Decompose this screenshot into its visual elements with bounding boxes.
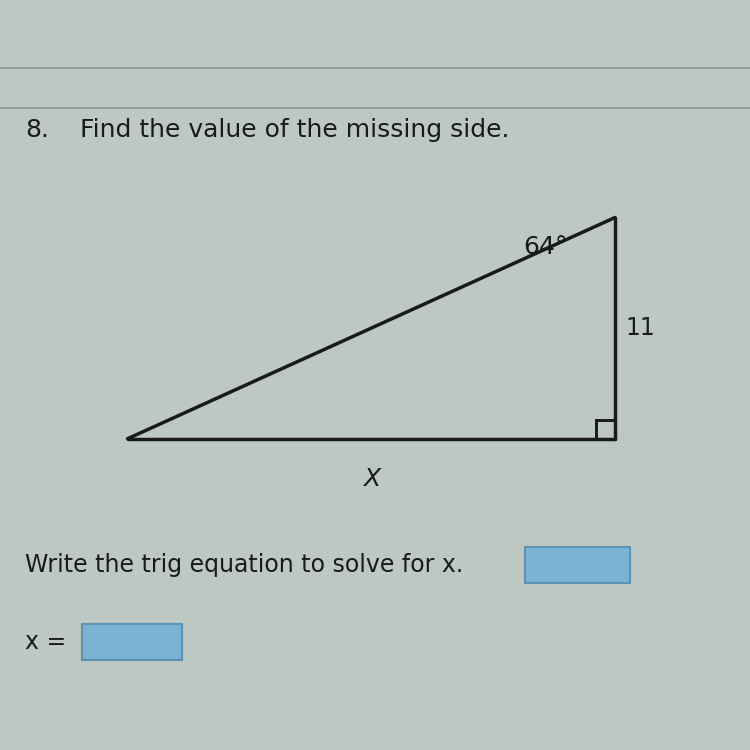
Text: X: X (363, 466, 380, 490)
Text: 64°: 64° (523, 236, 568, 260)
Text: 11: 11 (625, 316, 655, 340)
Text: x =: x = (25, 630, 66, 654)
Bar (525, 547, 630, 583)
Bar (596, 420, 615, 439)
Text: Find the value of the missing side.: Find the value of the missing side. (80, 118, 509, 142)
Bar (82, 624, 182, 660)
Text: Write the trig equation to solve for x.: Write the trig equation to solve for x. (25, 553, 464, 577)
Text: 8.: 8. (25, 118, 49, 142)
